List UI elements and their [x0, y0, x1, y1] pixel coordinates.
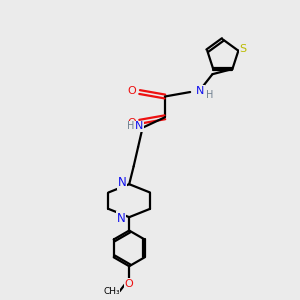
Text: O: O [128, 85, 136, 96]
Text: O: O [125, 279, 134, 289]
Text: O: O [128, 118, 136, 128]
Text: H: H [206, 90, 213, 100]
Text: N: N [116, 212, 125, 225]
Text: N: N [135, 121, 143, 131]
Text: H: H [127, 121, 134, 131]
Text: N: N [196, 85, 205, 96]
Text: S: S [239, 44, 246, 54]
Text: N: N [117, 176, 126, 189]
Text: CH₃: CH₃ [103, 287, 120, 296]
